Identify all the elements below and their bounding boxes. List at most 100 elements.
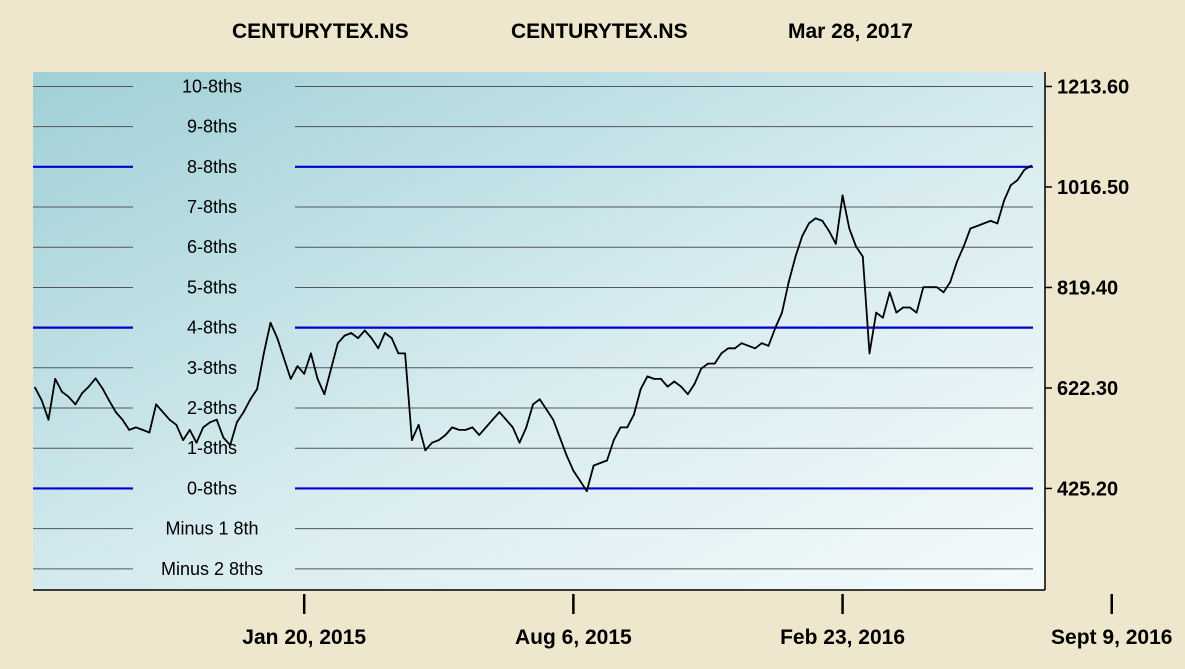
price-point-132 — [922, 286, 925, 289]
price-point-3 — [54, 378, 57, 380]
price-point-116 — [814, 217, 817, 220]
price-point-87 — [619, 426, 622, 429]
price-point-6 — [74, 403, 77, 406]
price-point-38 — [289, 378, 292, 380]
price-point-44 — [330, 367, 332, 370]
price-point-12 — [114, 411, 117, 413]
price-point-115 — [808, 222, 810, 225]
price-point-26 — [209, 421, 211, 424]
price-point-25 — [202, 426, 205, 429]
level-label-11: Minus 1 8th — [165, 519, 258, 539]
price-point-138 — [962, 245, 965, 248]
level-label-5: 5-8ths — [187, 277, 237, 297]
level-label-10: 0-8ths — [187, 478, 237, 498]
price-point-117 — [821, 220, 824, 222]
price-point-114 — [801, 235, 804, 238]
price-point-78 — [559, 436, 561, 439]
price-point-106 — [747, 344, 750, 347]
price-point-42 — [316, 378, 319, 380]
price-point-65 — [471, 426, 474, 429]
price-point-103 — [727, 347, 730, 350]
price-point-69 — [498, 411, 501, 413]
price-point-5 — [67, 395, 70, 398]
price-point-0 — [34, 386, 36, 389]
y-tick-label-0: 1213.60 — [1057, 76, 1129, 98]
price-point-135 — [942, 291, 945, 294]
price-point-128 — [895, 311, 898, 314]
price-point-51 — [377, 347, 380, 350]
price-point-70 — [505, 418, 507, 421]
price-point-81 — [579, 480, 581, 482]
price-point-59 — [431, 441, 433, 444]
price-point-88 — [626, 426, 629, 429]
price-point-45 — [336, 342, 339, 345]
price-point-92 — [653, 378, 655, 380]
level-label-1: 9-8ths — [187, 117, 237, 137]
level-label-12: Minus 2 8ths — [161, 559, 263, 579]
y-tick-label-3: 622.30 — [1057, 378, 1118, 400]
level-label-0: 10-8ths — [182, 76, 242, 96]
price-point-145 — [1009, 184, 1012, 187]
price-point-4 — [61, 390, 63, 393]
price-point-67 — [485, 426, 487, 429]
price-point-36 — [276, 337, 279, 339]
price-point-22 — [182, 439, 185, 441]
price-point-76 — [545, 408, 548, 411]
price-point-82 — [585, 490, 588, 492]
chart-title-symbol-2: CENTURYTEX.NS — [511, 20, 688, 43]
price-point-57 — [417, 423, 420, 426]
price-point-143 — [996, 222, 999, 225]
price-point-140 — [976, 225, 979, 227]
price-point-52 — [384, 332, 386, 334]
price-point-23 — [188, 429, 191, 431]
price-point-118 — [828, 230, 830, 233]
price-point-14 — [128, 429, 131, 431]
price-point-108 — [760, 342, 763, 345]
y-tick-label-1: 1016.50 — [1057, 177, 1129, 199]
price-point-55 — [404, 352, 406, 355]
price-point-101 — [713, 362, 716, 365]
price-point-37 — [283, 357, 285, 360]
price-point-61 — [444, 434, 447, 436]
price-point-21 — [175, 423, 178, 426]
price-point-8 — [87, 385, 90, 388]
price-series — [34, 164, 1032, 492]
price-point-48 — [357, 337, 359, 339]
price-point-134 — [935, 286, 938, 289]
price-point-113 — [794, 255, 797, 258]
price-point-99 — [700, 367, 703, 370]
price-point-85 — [606, 459, 608, 462]
level-label-6: 4-8ths — [187, 318, 237, 338]
price-point-63 — [458, 429, 460, 431]
chart-title-symbol-1: CENTURYTEX.NS — [232, 20, 409, 43]
price-point-142 — [989, 220, 992, 222]
price-point-56 — [411, 439, 413, 441]
price-point-139 — [969, 227, 972, 230]
price-point-105 — [740, 342, 743, 345]
price-point-15 — [135, 426, 137, 429]
price-point-121 — [848, 227, 851, 230]
price-point-79 — [565, 454, 568, 457]
price-point-1 — [40, 399, 43, 402]
price-point-66 — [478, 434, 481, 436]
price-point-146 — [1016, 179, 1019, 182]
level-label-7: 3-8ths — [187, 358, 237, 378]
price-point-2 — [47, 418, 50, 421]
price-point-107 — [754, 347, 756, 350]
price-point-46 — [343, 334, 346, 337]
price-point-53 — [390, 337, 393, 339]
price-point-43 — [323, 393, 326, 396]
level-lines: 10-8ths 9-8ths 8-8ths 7-8ths 6-8ths 5-8ths 4-8… — [33, 76, 1033, 579]
price-point-30 — [236, 421, 238, 424]
price-point-86 — [612, 439, 615, 441]
level-label-4: 6-8ths — [187, 237, 237, 257]
price-point-68 — [491, 418, 494, 421]
price-point-28 — [222, 436, 225, 439]
price-point-27 — [215, 418, 218, 421]
price-point-120 — [841, 194, 844, 197]
price-point-100 — [707, 362, 709, 365]
price-point-148 — [1030, 164, 1032, 167]
chart-title-date: Mar 28, 2017 — [788, 20, 913, 43]
